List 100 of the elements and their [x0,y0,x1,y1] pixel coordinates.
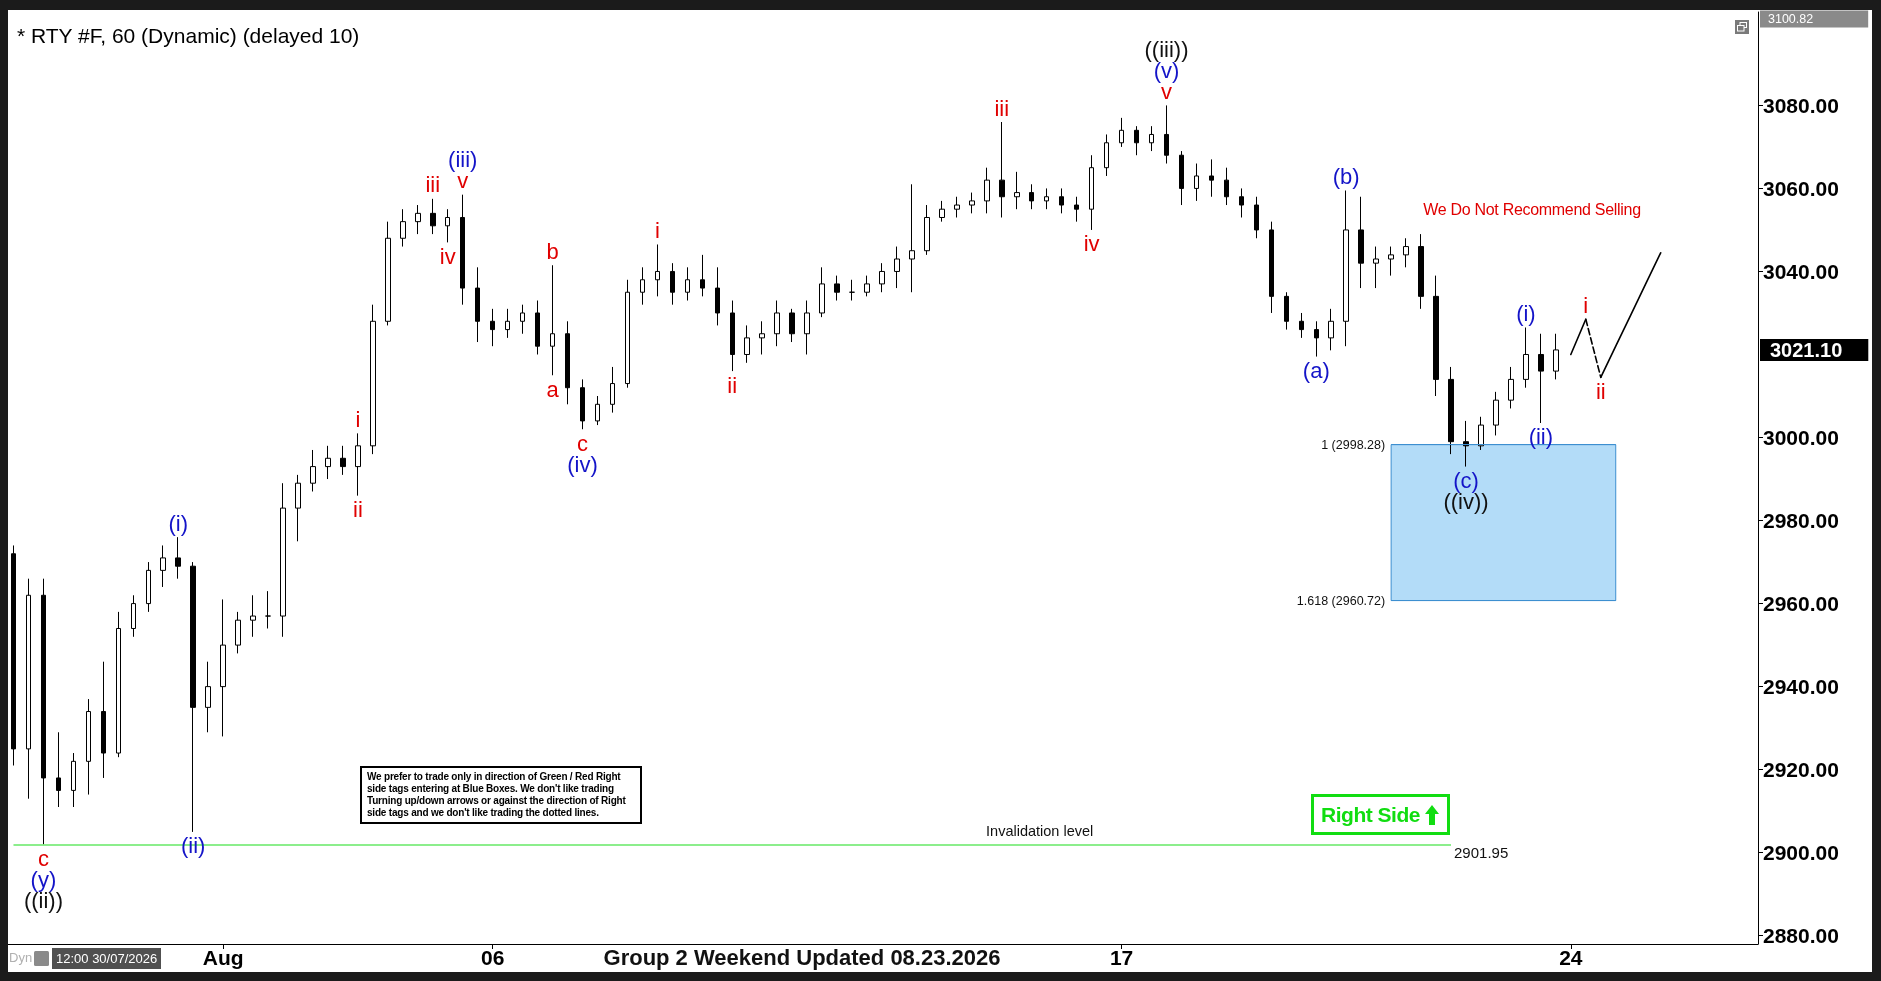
candlestick [190,561,196,833]
candlestick [565,320,570,405]
x-tick-label: 06 [480,946,505,969]
annotation: b [546,238,559,264]
candlestick [1478,416,1484,451]
y-tick-label: 2880.00 [1763,924,1839,948]
candlestick [789,308,795,343]
candlestick [1194,163,1199,202]
tag-box: Right Side [1311,794,1450,835]
candlestick [1269,221,1274,314]
ref-line-label: 1.618 (2960.72) [1296,593,1386,608]
candlestick [1014,171,1020,210]
candlestick [41,578,46,845]
candlestick [1209,158,1214,198]
candlestick [744,324,750,364]
ref-line-label: 1 (2998.28) [1321,437,1386,452]
candlestick [445,208,450,243]
candlestick [670,262,675,306]
candlestick [864,275,870,297]
annotation: ii [353,497,363,523]
text: * RTY #F, 60 (Dynamic) (delayed 10) [17,24,360,47]
ref-line-label: 2901.95 [1454,843,1509,861]
x-tick-label: 24 [1559,946,1583,969]
candlestick [1239,187,1244,218]
candlestick [1358,196,1364,289]
candlestick [71,752,76,808]
candlestick [56,731,61,808]
candlestick [250,594,256,638]
candlestick [1134,125,1139,156]
y-tick-label: 2960.00 [1763,592,1839,616]
candlestick [280,482,286,638]
candlestick [1343,190,1349,347]
text: Group 2 Weekend Updated 08.23.2026 [603,944,1001,970]
candlestick [1119,117,1124,148]
candlestick [131,594,136,638]
candlestick [685,266,690,302]
candlestick [595,395,600,426]
candlestick [1299,312,1304,339]
annotation: (b) [1332,164,1360,190]
candlestick [774,300,780,347]
candlestick [834,275,840,302]
candlestick [1433,275,1439,397]
y-tick-label: 2900.00 [1763,841,1839,865]
annotation: (ii) [180,833,206,859]
candlestick [610,366,615,414]
candlestick [385,221,391,326]
candlestick [220,598,226,737]
annotation: (ii) [1528,424,1554,450]
candlestick [1418,233,1424,310]
candlestick [26,578,31,800]
annotation: (i) [1516,301,1536,327]
candlestick [984,167,990,214]
text: 3021.10 [1770,338,1843,361]
annotation: ii [727,372,738,398]
annotation: i [355,406,361,432]
candlestick [909,183,915,293]
candlestick [1328,308,1334,351]
candlestick [11,544,16,766]
annotation: v [1161,78,1173,104]
annotation: iv [439,243,456,269]
y-tick-label: 2940.00 [1763,675,1839,699]
candlestick [580,378,585,430]
annotation: Invalidation level [986,823,1094,840]
candlestick [715,266,720,326]
candlestick [535,300,540,355]
annotation: a [546,376,560,402]
candlestick [1044,187,1049,210]
candlestick [370,304,376,455]
candlestick [1104,133,1109,177]
candlestick [939,200,945,223]
candlestick [640,266,645,306]
candlestick [1029,183,1034,210]
annotation: iv [1083,231,1100,257]
candlestick [475,266,480,343]
candlestick [969,192,975,214]
candlestick [804,300,810,355]
y-tick-label: 2920.00 [1763,758,1839,782]
candlestick [1254,196,1259,239]
candlestick [1493,391,1499,436]
annotation: i [1583,292,1589,318]
candlestick [1284,291,1289,331]
text: 3100.82 [1768,12,1814,26]
candlestick [430,198,436,235]
text: 12:00 30/07/2026 [52,948,162,969]
y-tick-label: 3080.00 [1763,93,1839,117]
candlestick [655,243,660,297]
candlestick [355,432,361,497]
candlestick [520,304,525,335]
candlestick [1089,154,1094,231]
candlestick [1149,125,1154,152]
candlestick [1508,366,1514,409]
candlestick [310,449,316,492]
annotation: i [654,217,660,243]
candlestick [160,544,166,588]
candlestick [894,246,900,289]
candlestick [1403,237,1409,268]
y-tick-label: 3060.00 [1763,176,1839,200]
candlestick [1448,366,1454,455]
candlestick [325,445,331,480]
annotation: c [37,845,49,871]
